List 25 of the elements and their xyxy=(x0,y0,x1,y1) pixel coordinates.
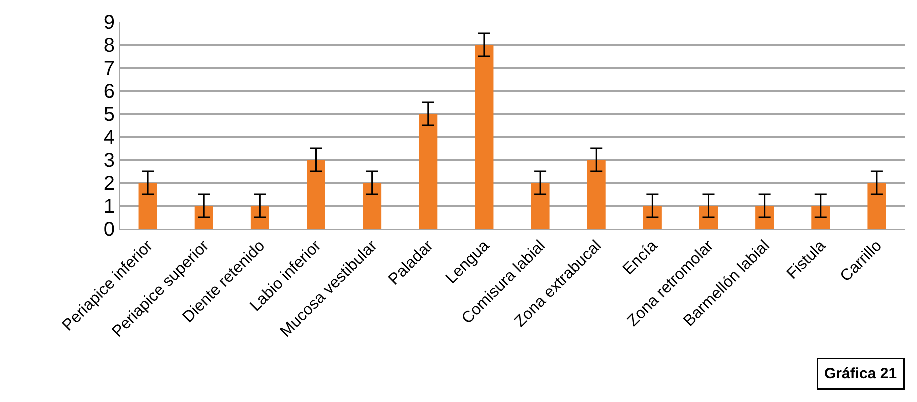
y-tick-label: 9 xyxy=(104,12,115,34)
y-tick-label: 7 xyxy=(104,58,115,80)
y-tick-label: 4 xyxy=(104,127,115,149)
y-tick-label: 5 xyxy=(104,104,115,126)
bar xyxy=(643,206,662,229)
bar xyxy=(700,206,718,229)
y-tick-label: 3 xyxy=(104,150,115,172)
bar xyxy=(868,183,886,229)
bar xyxy=(756,206,774,229)
y-tick-label: 2 xyxy=(104,173,115,195)
bar xyxy=(531,183,550,229)
y-tick-label: 8 xyxy=(104,35,115,57)
bar xyxy=(587,160,606,229)
bar xyxy=(307,160,326,229)
bar xyxy=(475,45,494,229)
bar xyxy=(363,183,382,229)
bar xyxy=(250,206,270,229)
bar xyxy=(812,206,830,229)
bar xyxy=(194,206,214,229)
y-tick-label: 1 xyxy=(104,196,115,218)
bar xyxy=(138,183,158,229)
text: Gráfica 21 xyxy=(824,366,898,382)
bar xyxy=(419,114,438,229)
y-tick-label: 6 xyxy=(104,81,115,103)
y-tick-label: 0 xyxy=(104,219,115,241)
